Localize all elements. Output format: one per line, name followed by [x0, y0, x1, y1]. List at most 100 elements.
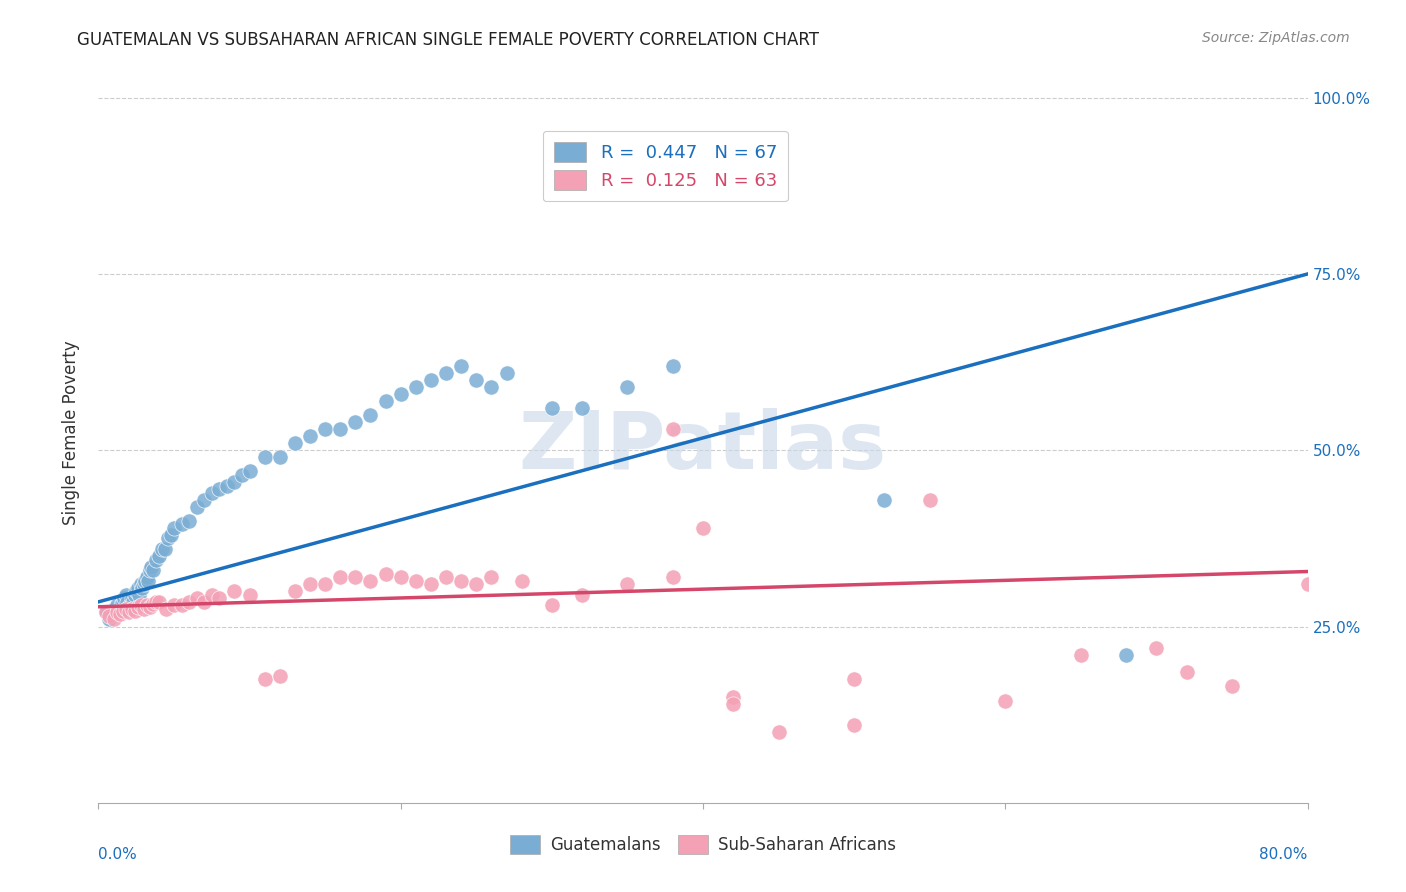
Point	[344, 415, 367, 429]
Text: ZIPatlas: ZIPatlas	[519, 409, 887, 486]
Point	[129, 599, 152, 613]
Point	[124, 604, 146, 618]
Point	[129, 577, 152, 591]
Point	[314, 577, 336, 591]
Point	[120, 599, 142, 613]
Point	[224, 475, 246, 489]
Point	[253, 450, 276, 465]
Point	[150, 541, 173, 556]
Point	[434, 570, 457, 584]
Point	[374, 393, 396, 408]
Point	[284, 436, 307, 450]
Text: Source: ZipAtlas.com: Source: ZipAtlas.com	[1202, 31, 1350, 45]
Point	[142, 563, 165, 577]
Point	[193, 492, 215, 507]
Point	[239, 464, 262, 478]
Point	[127, 599, 149, 614]
Point	[269, 450, 291, 465]
Point	[434, 366, 457, 380]
Point	[145, 552, 167, 566]
Point	[115, 595, 138, 609]
Point	[145, 595, 167, 609]
Text: GUATEMALAN VS SUBSAHARAN AFRICAN SINGLE FEMALE POVERTY CORRELATION CHART: GUATEMALAN VS SUBSAHARAN AFRICAN SINGLE …	[77, 31, 820, 49]
Point	[118, 606, 141, 620]
Point	[132, 602, 155, 616]
Point	[94, 606, 117, 620]
Point	[170, 517, 193, 532]
Point	[450, 574, 472, 588]
Point	[420, 373, 443, 387]
Point	[420, 577, 443, 591]
Point	[481, 380, 503, 394]
Point	[299, 577, 322, 591]
Point	[156, 532, 179, 546]
Point	[135, 570, 157, 584]
Point	[98, 609, 121, 624]
Point	[1296, 577, 1319, 591]
Point	[374, 566, 396, 581]
Point	[510, 574, 533, 588]
Point	[616, 577, 638, 591]
Point	[94, 606, 117, 620]
Point	[389, 570, 412, 584]
Point	[186, 500, 208, 514]
Point	[873, 492, 896, 507]
Point	[1220, 680, 1243, 694]
Point	[148, 549, 170, 563]
Point	[360, 408, 382, 422]
Point	[125, 584, 148, 599]
Legend: Guatemalans, Sub-Saharan Africans: Guatemalans, Sub-Saharan Africans	[503, 829, 903, 861]
Point	[105, 606, 128, 620]
Text: 0.0%: 0.0%	[98, 847, 138, 863]
Point	[98, 612, 121, 626]
Point	[768, 725, 790, 739]
Point	[124, 588, 146, 602]
Point	[481, 570, 503, 584]
Point	[389, 387, 412, 401]
Point	[616, 380, 638, 394]
Point	[329, 422, 352, 436]
Point	[111, 595, 134, 609]
Point	[112, 591, 135, 606]
Text: 80.0%: 80.0%	[1260, 847, 1308, 863]
Point	[160, 528, 183, 542]
Point	[122, 595, 145, 609]
Point	[571, 401, 593, 415]
Point	[215, 478, 238, 492]
Point	[136, 574, 159, 588]
Point	[108, 604, 131, 618]
Point	[163, 521, 186, 535]
Point	[201, 588, 224, 602]
Point	[186, 591, 208, 606]
Point	[1175, 665, 1198, 680]
Point	[139, 599, 162, 614]
Point	[269, 669, 291, 683]
Point	[723, 690, 745, 704]
Point	[1144, 640, 1167, 655]
Point	[121, 591, 143, 606]
Point	[284, 584, 307, 599]
Point	[918, 492, 941, 507]
Point	[128, 588, 150, 602]
Point	[103, 612, 125, 626]
Point	[723, 697, 745, 711]
Point	[253, 673, 276, 687]
Point	[661, 359, 683, 373]
Point	[239, 588, 262, 602]
Point	[465, 373, 488, 387]
Point	[994, 693, 1017, 707]
Point	[692, 521, 714, 535]
Point	[571, 588, 593, 602]
Point	[153, 541, 176, 556]
Point	[131, 581, 153, 595]
Point	[118, 602, 141, 616]
Point	[344, 570, 367, 584]
Point	[844, 673, 866, 687]
Point	[103, 602, 125, 616]
Point	[179, 595, 201, 609]
Y-axis label: Single Female Poverty: Single Female Poverty	[62, 341, 80, 524]
Point	[148, 595, 170, 609]
Point	[495, 366, 517, 380]
Point	[314, 422, 336, 436]
Point	[135, 599, 157, 613]
